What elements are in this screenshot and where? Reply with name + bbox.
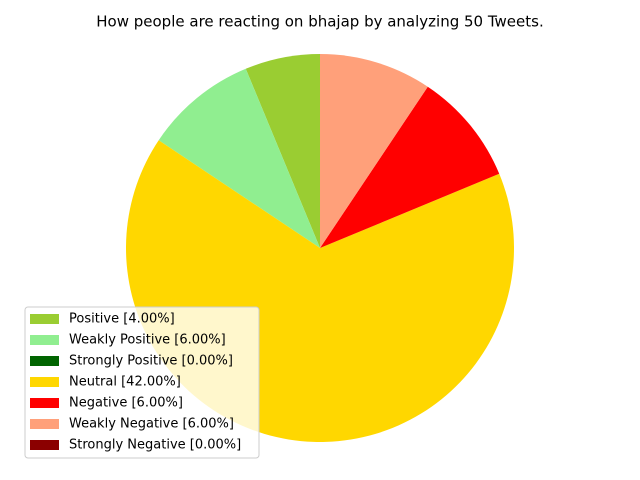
- legend-swatch: [30, 419, 59, 429]
- legend-swatch: [30, 398, 59, 408]
- legend-swatch: [30, 314, 59, 324]
- legend-label: Strongly Positive [0.00%]: [69, 354, 233, 369]
- legend-swatch: [30, 356, 59, 366]
- legend-label: Negative [6.00%]: [69, 396, 183, 411]
- legend-label: Weakly Positive [6.00%]: [69, 333, 226, 348]
- pie-slice: [320, 86, 500, 249]
- legend-box: [24, 306, 260, 459]
- legend-swatch: [30, 377, 59, 387]
- legend-label: Strongly Negative [0.00%]: [69, 438, 241, 453]
- chart-title: How people are reacting on bhajap by ana…: [96, 13, 543, 31]
- pie-slice: [320, 54, 428, 248]
- legend-swatch: [30, 440, 59, 450]
- legend-swatch: [30, 335, 59, 345]
- legend-label: Neutral [42.00%]: [69, 375, 181, 390]
- pie-slice: [245, 54, 320, 248]
- legend: Positive [4.00%] Weakly Positive [6.00%] S…: [24, 306, 260, 459]
- legend-label: Positive [4.00%]: [69, 312, 175, 327]
- pie-slice: [158, 68, 320, 249]
- legend-label: Weakly Negative [6.00%]: [69, 417, 234, 432]
